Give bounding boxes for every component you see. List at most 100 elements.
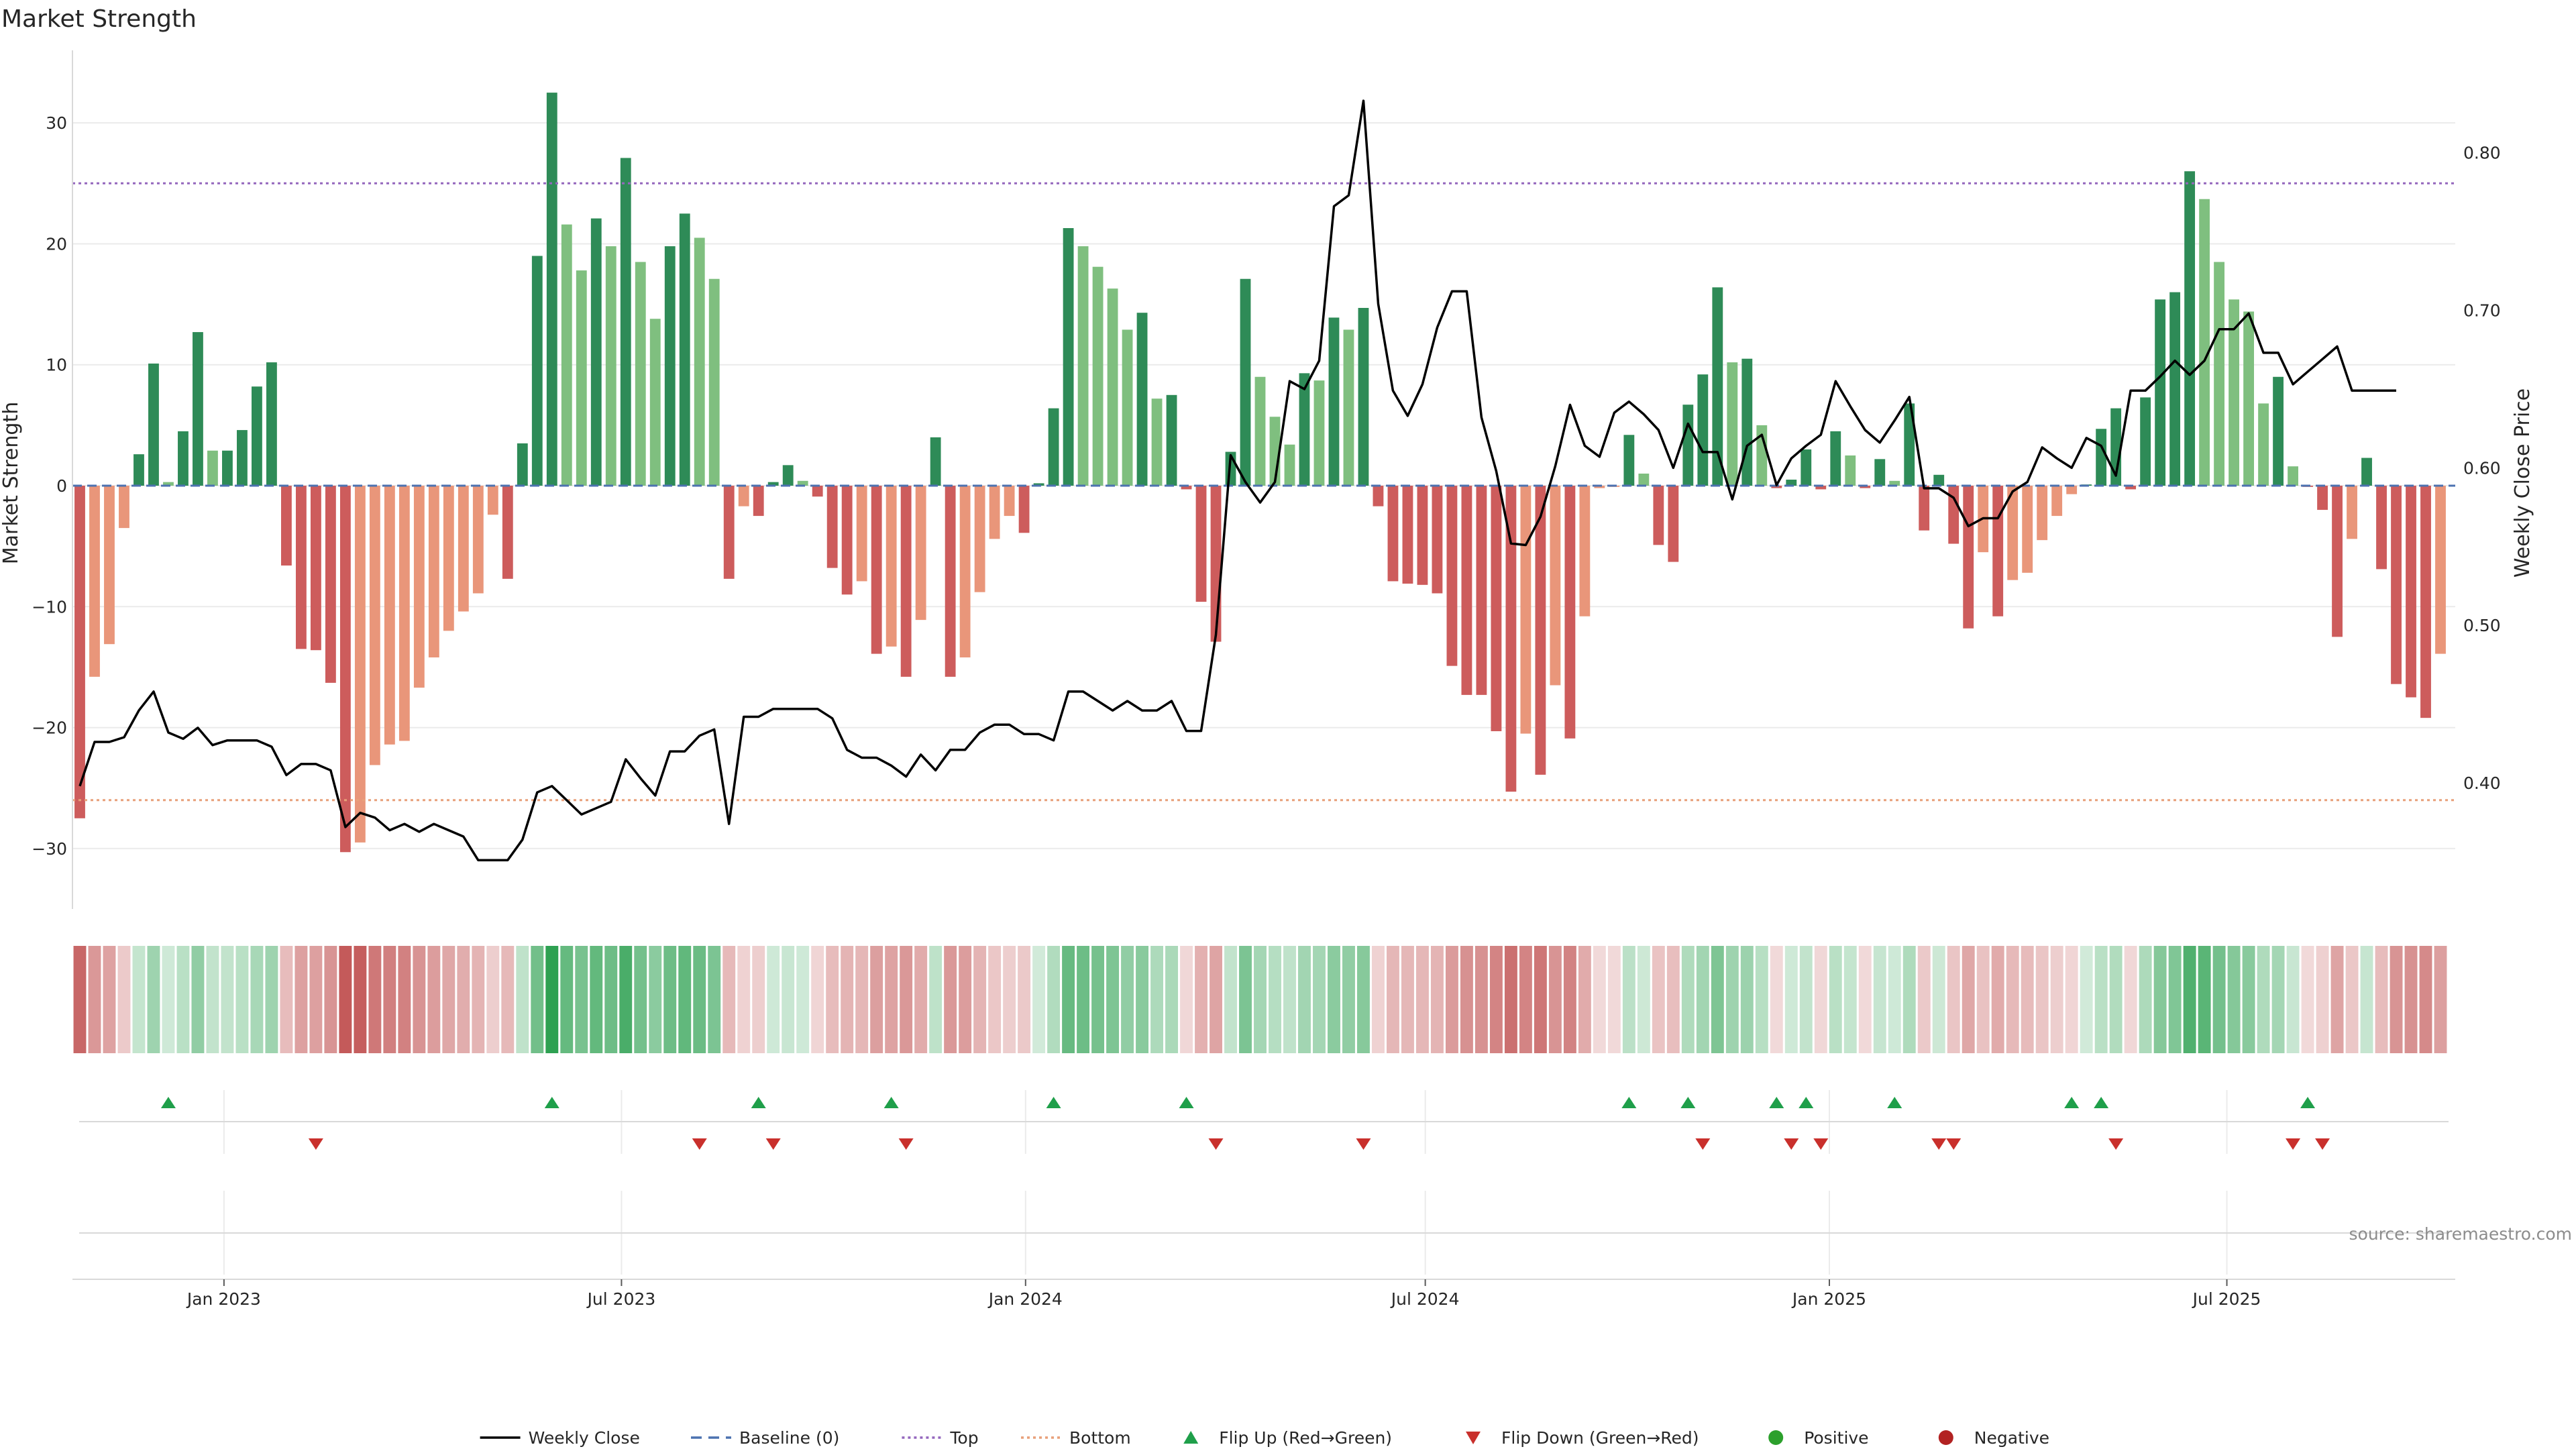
strength-bar bbox=[1077, 246, 1089, 486]
heat-cell bbox=[1534, 946, 1547, 1053]
heat-cell bbox=[1858, 946, 1872, 1053]
heat-cell bbox=[841, 946, 854, 1053]
strength-bar bbox=[1712, 287, 1723, 486]
heat-cell bbox=[826, 946, 839, 1053]
heat-cell bbox=[988, 946, 1002, 1053]
strength-bar bbox=[2214, 262, 2225, 486]
strength-bar bbox=[635, 262, 646, 486]
strength-bar bbox=[900, 486, 912, 677]
strength-bar bbox=[679, 213, 690, 486]
heat-cell bbox=[1106, 946, 1120, 1053]
heat-cell bbox=[678, 946, 692, 1053]
y-axis-label: Market Strength bbox=[0, 402, 23, 564]
flip-up-marker bbox=[751, 1097, 766, 1108]
strength-bar bbox=[1668, 486, 1679, 562]
flip-up-marker bbox=[2064, 1097, 2080, 1108]
strength-bar bbox=[1299, 373, 1310, 486]
heat-cell bbox=[1563, 946, 1576, 1053]
y-tick-label: −20 bbox=[32, 718, 67, 738]
strength-bar bbox=[723, 486, 735, 579]
strength-bar bbox=[237, 430, 248, 486]
strength-bar bbox=[2273, 376, 2284, 486]
heat-cell bbox=[265, 946, 278, 1053]
heat-cell bbox=[885, 946, 898, 1053]
strength-bar bbox=[826, 486, 838, 568]
strength-bar bbox=[1092, 266, 1104, 486]
heat-cell bbox=[1917, 946, 1931, 1053]
heat-cell bbox=[1474, 946, 1488, 1053]
strength-bar bbox=[458, 486, 469, 612]
heat-cell bbox=[324, 946, 337, 1053]
heat-cell bbox=[1460, 946, 1473, 1053]
heat-cell bbox=[398, 946, 411, 1053]
heat-cell bbox=[2316, 946, 2329, 1053]
heat-cell bbox=[427, 946, 441, 1053]
heat-cell bbox=[117, 946, 131, 1053]
strength-bar bbox=[2347, 486, 2357, 539]
strength-bar bbox=[369, 486, 380, 765]
heat-cell bbox=[708, 946, 721, 1053]
heat-cell bbox=[147, 946, 160, 1053]
strength-bar bbox=[1210, 486, 1222, 642]
heat-cell bbox=[1548, 946, 1562, 1053]
heat-cell bbox=[1136, 946, 1149, 1053]
heat-cell bbox=[2390, 946, 2403, 1053]
legend-item: Flip Up (Red→Green) bbox=[1183, 1428, 1392, 1448]
strength-bar bbox=[2420, 486, 2431, 718]
heat-cell bbox=[1976, 946, 1990, 1053]
legend-label: Bottom bbox=[1069, 1428, 1131, 1448]
strength-bar bbox=[590, 218, 602, 486]
flip-markers bbox=[79, 1090, 2449, 1275]
flip-down-marker bbox=[1931, 1138, 1947, 1150]
heat-cell bbox=[221, 946, 234, 1053]
heat-cell bbox=[1283, 946, 1296, 1053]
strength-bar bbox=[2243, 311, 2255, 486]
strength-bar bbox=[443, 486, 454, 631]
strength-bar bbox=[708, 278, 720, 486]
strength-bar bbox=[1136, 313, 1148, 486]
strength-bar bbox=[649, 319, 661, 486]
heat-cell bbox=[1224, 946, 1237, 1053]
flip-up-marker bbox=[1887, 1097, 1902, 1108]
strength-bar bbox=[1992, 486, 2004, 616]
grid-lines bbox=[72, 122, 2455, 849]
strength-bar bbox=[1491, 486, 1502, 731]
flip-down-marker bbox=[692, 1138, 707, 1150]
y2-tick-label: 0.70 bbox=[2463, 301, 2501, 321]
heat-cell bbox=[1504, 946, 1517, 1053]
strength-bar bbox=[2184, 171, 2196, 486]
strength-bar bbox=[1181, 486, 1192, 490]
flip-up-marker bbox=[1680, 1097, 1696, 1108]
strength-bar bbox=[325, 486, 336, 683]
heat-cell bbox=[309, 946, 323, 1053]
strength-bar bbox=[1845, 455, 1856, 486]
heat-cell bbox=[531, 946, 544, 1053]
heat-cell bbox=[2035, 946, 2049, 1053]
strength-bar bbox=[1446, 486, 1458, 666]
strength-bar bbox=[1313, 380, 1325, 486]
strength-bar bbox=[1830, 431, 1841, 486]
heat-cell bbox=[1932, 946, 1945, 1053]
legend-label: Baseline (0) bbox=[739, 1428, 839, 1448]
heat-cell bbox=[1740, 946, 1754, 1053]
heat-cell bbox=[1681, 946, 1695, 1053]
heat-cell bbox=[2065, 946, 2078, 1053]
weekly-close-line bbox=[78, 99, 2396, 861]
strength-bar bbox=[2376, 486, 2387, 570]
heat-cell bbox=[354, 946, 367, 1053]
heat-cell bbox=[1991, 946, 2004, 1053]
strength-bar bbox=[915, 486, 926, 621]
heat-cell bbox=[1401, 946, 1414, 1053]
heat-cell bbox=[191, 946, 205, 1053]
flip-down-marker bbox=[1813, 1138, 1829, 1150]
heat-cell bbox=[1962, 946, 1975, 1053]
strength-bar bbox=[1815, 486, 1827, 490]
heat-cell bbox=[1593, 946, 1606, 1053]
heat-strip bbox=[73, 946, 2447, 1053]
heat-cell bbox=[1386, 946, 1399, 1053]
heat-cell bbox=[1018, 946, 1031, 1053]
strength-bar bbox=[163, 482, 174, 486]
heat-cell bbox=[2419, 946, 2432, 1053]
strength-bar bbox=[2229, 299, 2240, 486]
heat-cell bbox=[900, 946, 913, 1053]
